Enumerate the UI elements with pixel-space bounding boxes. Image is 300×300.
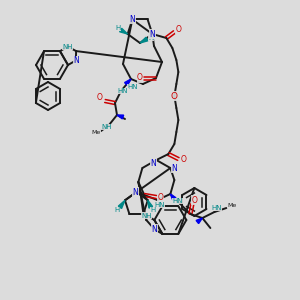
- Text: O: O: [137, 74, 143, 82]
- Text: N: N: [73, 56, 79, 65]
- Text: HN: HN: [128, 84, 138, 90]
- Text: HN: HN: [211, 205, 222, 211]
- Text: Me: Me: [92, 130, 100, 136]
- Text: O: O: [176, 25, 181, 34]
- Text: O: O: [158, 193, 163, 202]
- Text: N: N: [133, 188, 138, 196]
- Polygon shape: [120, 28, 128, 34]
- Polygon shape: [140, 37, 148, 43]
- Polygon shape: [124, 79, 131, 86]
- Text: HN: HN: [172, 198, 183, 204]
- Text: N: N: [152, 225, 158, 234]
- Text: N: N: [172, 164, 177, 172]
- Text: N: N: [130, 15, 135, 24]
- Text: O: O: [171, 92, 178, 100]
- Text: O: O: [97, 94, 103, 103]
- Polygon shape: [196, 218, 203, 224]
- Text: H: H: [115, 25, 120, 31]
- Polygon shape: [117, 115, 124, 119]
- Polygon shape: [148, 200, 153, 208]
- Text: O: O: [180, 154, 186, 164]
- Text: O: O: [191, 196, 197, 205]
- Text: H: H: [148, 35, 154, 41]
- Text: N: N: [151, 158, 156, 167]
- Text: H: H: [150, 207, 155, 213]
- Polygon shape: [118, 200, 125, 208]
- Text: H: H: [114, 207, 120, 213]
- Text: NH: NH: [141, 212, 152, 218]
- Text: N: N: [149, 29, 155, 38]
- Text: NH: NH: [102, 124, 112, 130]
- Text: Me: Me: [228, 202, 237, 208]
- Polygon shape: [170, 194, 176, 200]
- Text: NH: NH: [62, 44, 73, 50]
- Text: HN: HN: [118, 88, 128, 94]
- Text: HN: HN: [154, 202, 165, 208]
